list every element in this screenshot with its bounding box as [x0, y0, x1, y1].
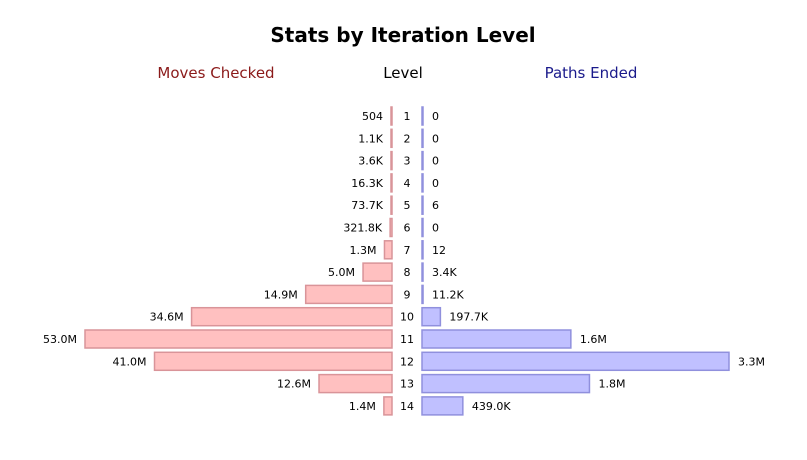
paths-ended-bar — [421, 306, 442, 327]
level-label: 6 — [404, 222, 411, 235]
moves-checked-bar — [153, 351, 393, 372]
moves-checked-bar — [304, 284, 393, 305]
moves-checked-label: 1.3M — [349, 244, 376, 257]
moves-checked-bar — [390, 128, 393, 149]
moves-checked-bar — [389, 217, 393, 238]
paths-ended-label: 0 — [432, 155, 439, 168]
paths-ended-bar — [421, 262, 424, 282]
moves-checked-bar — [390, 106, 393, 126]
level-label: 8 — [404, 266, 411, 279]
moves-checked-label: 12.6M — [277, 378, 311, 391]
moves-checked-bar — [390, 150, 393, 171]
paths-ended-bar — [421, 173, 424, 193]
level-label: 1 — [404, 110, 411, 123]
paths-ended-bar — [421, 351, 730, 372]
moves-checked-label: 14.9M — [264, 288, 298, 301]
moves-checked-bar — [362, 262, 393, 282]
paths-ended-label: 0 — [432, 110, 439, 123]
moves-checked-label: 5.0M — [328, 266, 355, 279]
moves-checked-label: 321.8K — [343, 222, 382, 235]
moves-checked-label: 3.6K — [358, 155, 383, 168]
paths-ended-label: 197.7K — [449, 311, 488, 324]
paths-ended-label: 0 — [432, 132, 439, 145]
paths-ended-bar — [421, 217, 424, 238]
level-label: 7 — [404, 244, 411, 257]
paths-ended-label: 11.2K — [432, 288, 464, 301]
moves-checked-bar — [383, 396, 393, 416]
paths-ended-bar — [421, 150, 424, 171]
right-series-header: Paths Ended — [545, 64, 638, 82]
moves-checked-bar — [383, 240, 393, 260]
moves-checked-label: 504 — [362, 110, 383, 123]
paths-ended-bar — [421, 284, 424, 305]
moves-checked-label: 1.4M — [349, 400, 376, 413]
level-label: 13 — [400, 378, 414, 391]
paths-ended-bar — [421, 195, 424, 215]
level-label: 11 — [400, 333, 414, 346]
paths-ended-label: 12 — [432, 244, 446, 257]
level-label: 14 — [400, 400, 414, 413]
moves-checked-label: 41.0M — [113, 355, 147, 368]
moves-checked-bar — [190, 306, 393, 327]
moves-checked-bar — [84, 329, 393, 349]
moves-checked-label: 1.1K — [358, 132, 383, 145]
left-series-header: Moves Checked — [157, 64, 274, 82]
paths-ended-bar — [421, 329, 572, 349]
paths-ended-bar — [421, 373, 591, 394]
moves-checked-label: 73.7K — [351, 199, 383, 212]
moves-checked-bar — [390, 195, 393, 215]
level-header: Level — [383, 64, 423, 82]
paths-ended-label: 1.6M — [580, 333, 607, 346]
level-label: 3 — [404, 155, 411, 168]
paths-ended-label: 0 — [432, 177, 439, 190]
paths-ended-bar — [421, 396, 464, 416]
level-label: 2 — [404, 132, 411, 145]
paths-ended-label: 3.4K — [432, 266, 457, 279]
level-label: 5 — [404, 199, 411, 212]
paths-ended-bar — [421, 106, 424, 126]
moves-checked-bar — [390, 173, 393, 193]
level-label: 4 — [404, 177, 411, 190]
paths-ended-label: 0 — [432, 222, 439, 235]
paths-ended-label: 1.8M — [598, 378, 625, 391]
level-label: 12 — [400, 355, 414, 368]
paths-ended-label: 439.0K — [472, 400, 511, 413]
moves-checked-bar — [318, 373, 393, 394]
paths-ended-label: 6 — [432, 199, 439, 212]
moves-checked-label: 16.3K — [351, 177, 383, 190]
paths-ended-bar — [421, 128, 424, 149]
level-label: 9 — [404, 288, 411, 301]
level-label: 10 — [400, 311, 414, 324]
paths-ended-bar — [421, 240, 424, 260]
moves-checked-label: 53.0M — [43, 333, 77, 346]
chart-title: Stats by Iteration Level — [270, 23, 535, 47]
moves-checked-label: 34.6M — [150, 311, 184, 324]
paths-ended-label: 3.3M — [738, 355, 765, 368]
